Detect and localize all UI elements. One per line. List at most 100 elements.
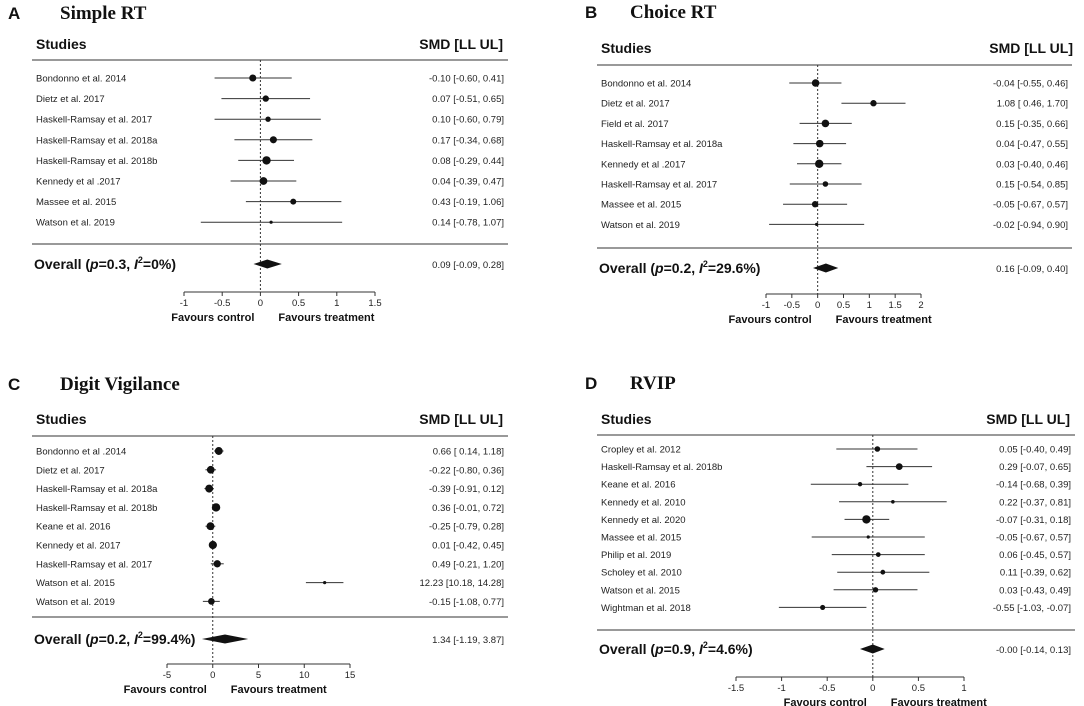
- study-row: Haskell-Ramsay et al. 2017 0.15 [-0.54, 0…: [601, 180, 1068, 191]
- forest-panel-b: B Choice RT Studies SMD [LL UL] Bondonno et …: [585, 2, 1073, 326]
- study-name: Watson et al. 2015: [601, 585, 680, 596]
- x-tick-label: 1: [961, 683, 966, 694]
- study-point-estimate: [891, 499, 895, 504]
- x-tick-label: -0.5: [819, 683, 835, 694]
- study-row: Keane et al. 2016 -0.14 [-0.68, 0.39]: [601, 480, 1071, 491]
- study-name: Haskell-Ramsay et al. 2018b: [601, 462, 722, 473]
- study-row: Kennedy et al .2017 0.04 [-0.39, 0.47]: [36, 177, 504, 188]
- study-point-estimate: [249, 74, 257, 82]
- study-name: Kennedy et al. 2010: [601, 497, 686, 508]
- study-smd-label: -0.07 [-0.31, 0.18]: [996, 515, 1071, 526]
- study-name: Bondonno et al .2014: [36, 447, 126, 458]
- forest-panel-d: D RVIP Studies SMD [LL UL] Cropley et al. 20…: [585, 373, 1075, 706]
- study-smd-label: 0.49 [-0.21, 1.20]: [432, 559, 504, 570]
- study-row: Dietz et al. 2017 -0.22 [-0.80, 0.36]: [36, 465, 504, 476]
- study-row: Haskell-Ramsay et al. 2017 0.49 [-0.21, 1…: [36, 559, 504, 570]
- study-smd-label: -0.14 [-0.68, 0.39]: [996, 480, 1071, 491]
- x-tick-label: 0.5: [912, 683, 925, 694]
- x-tick-label: -1: [180, 298, 188, 309]
- study-name: Haskell-Ramsay et al. 2018a: [36, 135, 158, 146]
- study-name: Bondonno et al. 2014: [601, 79, 691, 90]
- study-smd-label: 0.43 [-0.19, 1.06]: [432, 197, 504, 208]
- study-row: Massee et al. 2015 -0.05 [-0.67, 0.57]: [601, 200, 1068, 211]
- study-name: Watson et al. 2015: [36, 578, 115, 589]
- study-smd-label: 0.05 [-0.40, 0.49]: [999, 445, 1071, 456]
- study-smd-label: 0.06 [-0.45, 0.57]: [999, 550, 1071, 561]
- study-smd-label: 0.29 [-0.07, 0.65]: [999, 462, 1071, 473]
- forest-panel-c: C Digit Vigilance Studies SMD [LL UL] Bondon…: [8, 374, 508, 696]
- favours-treatment-label: Favours treatment: [278, 312, 374, 324]
- study-name: Bondonno et al. 2014: [36, 74, 126, 85]
- study-name: Dietz et al. 2017: [36, 465, 105, 476]
- overall-diamond: [860, 644, 885, 654]
- study-name: Kennedy et al .2017: [601, 159, 686, 170]
- study-row: Kennedy et al .2017 0.03 [-0.40, 0.46]: [601, 159, 1068, 170]
- study-smd-label: 0.04 [-0.47, 0.55]: [996, 139, 1068, 150]
- study-name: Kennedy et al. 2020: [601, 515, 686, 526]
- study-smd-label: 0.14 [-0.78, 1.07]: [432, 218, 504, 229]
- study-row: Haskell-Ramsay et al. 2018b 0.08 [-0.29, …: [36, 156, 504, 167]
- study-point-estimate: [872, 587, 879, 593]
- study-point-estimate: [323, 581, 327, 585]
- study-name: Scholey et al. 2010: [601, 568, 682, 579]
- panel-letter: C: [8, 375, 20, 394]
- x-tick-label: 1: [867, 300, 872, 311]
- study-name: Keane et al. 2016: [601, 480, 675, 491]
- x-tick-label: -0.5: [214, 298, 230, 309]
- study-name: Haskell-Ramsay et al. 2017: [36, 115, 152, 126]
- panel-letter: D: [585, 374, 597, 393]
- overall-diamond: [201, 634, 249, 644]
- study-point-estimate: [821, 119, 830, 128]
- x-tick-label: 1: [334, 298, 339, 309]
- study-name: Massee et al. 2015: [601, 200, 681, 211]
- study-name: Haskell-Ramsay et al. 2018a: [36, 484, 158, 495]
- x-tick-label: 0: [210, 670, 215, 681]
- overall-label: Overall (p=0.2, I2=99.4%): [34, 630, 195, 647]
- study-name: Dietz et al. 2017: [36, 94, 105, 105]
- x-tick-label: 0: [870, 683, 875, 694]
- study-point-estimate: [862, 515, 871, 524]
- study-point-estimate: [811, 79, 820, 87]
- study-point-estimate: [870, 100, 877, 107]
- study-smd-label: -0.04 [-0.55, 0.46]: [993, 79, 1068, 90]
- x-tick-label: -1: [762, 300, 770, 311]
- study-row: Watson et al. 2019 -0.15 [-1.08, 0.77]: [36, 597, 504, 608]
- study-name: Philip et al. 2019: [601, 550, 671, 561]
- study-smd-label: 0.15 [-0.35, 0.66]: [996, 119, 1068, 130]
- favours-control-label: Favours control: [171, 312, 254, 324]
- studies-header: Studies: [36, 411, 87, 427]
- overall-diamond: [813, 263, 839, 273]
- favours-control-label: Favours control: [729, 314, 812, 326]
- study-point-estimate: [880, 569, 886, 575]
- study-row: Cropley et al. 2012 0.05 [-0.40, 0.49]: [601, 445, 1071, 456]
- panel-title: Digit Vigilance: [60, 374, 180, 395]
- favours-control-label: Favours control: [784, 697, 867, 706]
- panel-title: RVIP: [630, 373, 676, 394]
- panel-letter: B: [585, 3, 597, 22]
- study-smd-label: 0.11 [-0.39, 0.62]: [1000, 568, 1071, 579]
- study-row: Dietz et al. 2017 0.07 [-0.51, 0.65]: [36, 94, 504, 105]
- study-name: Kennedy et al .2017: [36, 177, 121, 188]
- study-point-estimate: [262, 156, 271, 165]
- study-point-estimate: [820, 604, 826, 610]
- study-name: Haskell-Ramsay et al. 2018b: [36, 156, 157, 167]
- study-row: Watson et al. 2019 -0.02 [-0.94, 0.90]: [601, 220, 1068, 231]
- study-smd-label: -0.39 [-0.91, 0.12]: [429, 484, 504, 495]
- study-point-estimate: [269, 220, 273, 224]
- study-name: Field et al. 2017: [601, 119, 669, 130]
- study-row: Bondonno et al. 2014 -0.04 [-0.55, 0.46]: [601, 79, 1068, 90]
- x-tick-label: 0.5: [292, 298, 305, 309]
- study-point-estimate: [265, 116, 271, 122]
- study-name: Massee et al. 2015: [36, 197, 116, 208]
- study-smd-label: 0.66 [ 0.14, 1.18]: [433, 447, 504, 458]
- study-point-estimate: [875, 552, 881, 557]
- study-point-estimate: [205, 484, 214, 493]
- study-point-estimate: [290, 198, 297, 205]
- study-smd-label: -0.05 [-0.67, 0.57]: [996, 533, 1071, 544]
- smd-header: SMD [LL UL]: [986, 411, 1070, 427]
- study-smd-label: -0.25 [-0.79, 0.28]: [429, 522, 504, 533]
- study-name: Haskell-Ramsay et al. 2018b: [36, 503, 157, 514]
- study-smd-label: -0.55 [-1.03, -0.07]: [993, 603, 1071, 614]
- study-row: Haskell-Ramsay et al. 2018a 0.17 [-0.34, …: [36, 135, 504, 146]
- study-point-estimate: [895, 463, 903, 470]
